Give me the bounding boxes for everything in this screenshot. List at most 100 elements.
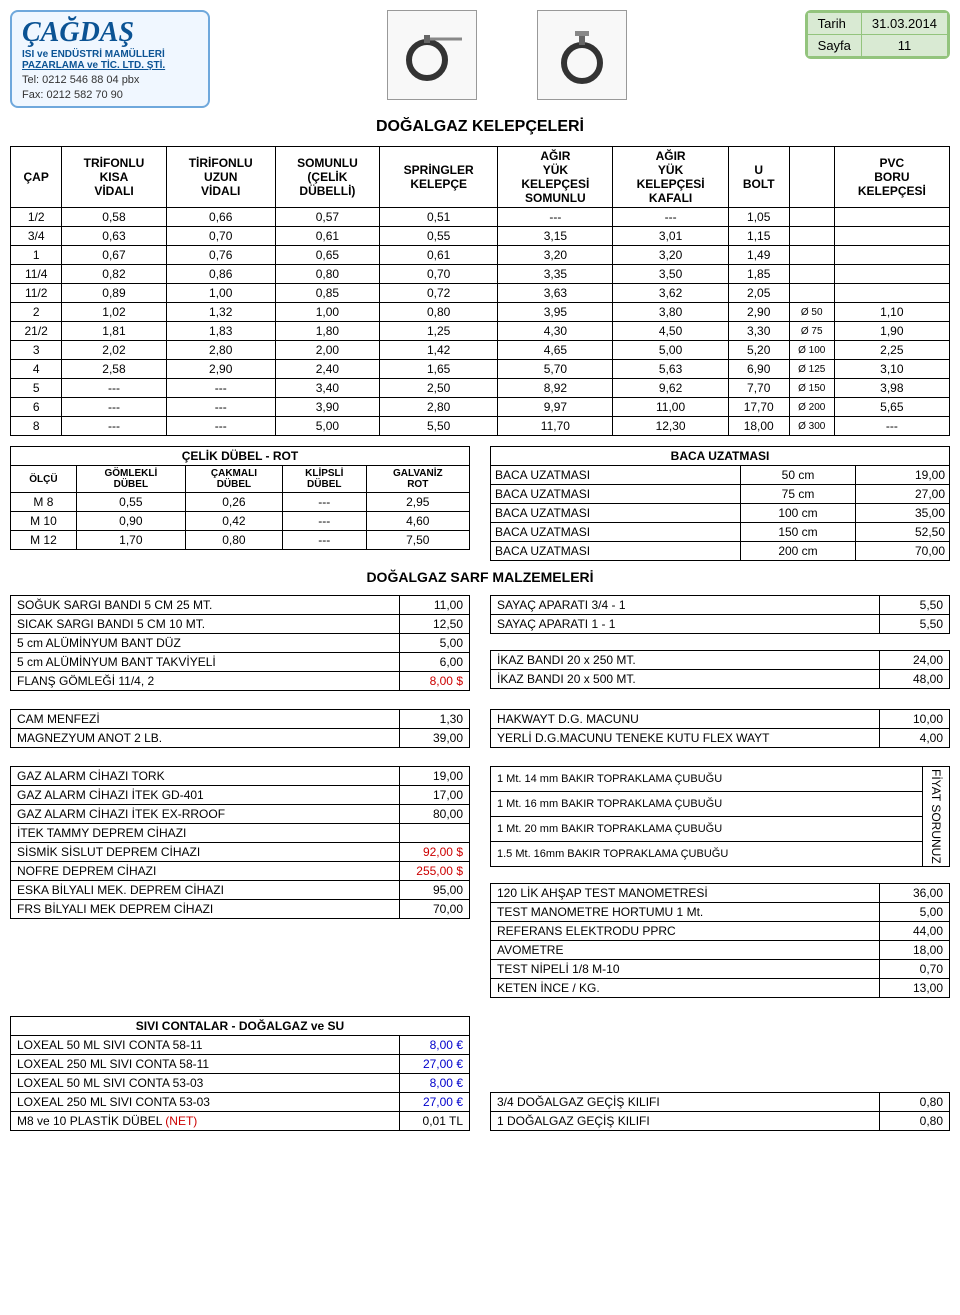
table-cell: 0,90 [76,512,185,531]
table-cell: LOXEAL 250 ML SIVI CONTA 58-11 [11,1054,400,1073]
main-table-header: UBOLT [728,147,789,208]
table-cell: 0,80 [880,1111,950,1130]
table-cell: M 10 [11,512,77,531]
table-cell: Ø 50 [789,303,834,322]
product-image-2 [537,10,627,100]
table-cell: 8,00 € [400,1073,470,1092]
table-cell: 3,95 [498,303,613,322]
table-cell: 44,00 [880,921,950,940]
sayfa-label: Sayfa [807,35,861,57]
table-cell: 5,00 [400,634,470,653]
table-cell: BACA UZATMASI [491,523,741,542]
table-cell: 0,76 [166,246,275,265]
table-cell: İTEK TAMMY DEPREM CİHAZI [11,824,400,843]
table-cell: 255,00 $ [400,862,470,881]
table-cell: ESKA BİLYALI MEK. DEPREM CİHAZI [11,881,400,900]
sivi-contalar-title: SIVI CONTALAR - DOĞALGAZ ve SU [11,1016,470,1035]
table-cell: --- [166,398,275,417]
table-cell: İKAZ BANDI 20 x 250 MT. [491,651,880,670]
table-cell: 0,55 [380,227,498,246]
company-sub2: PAZARLAMA ve TİC. LTD. ŞTİ. [22,60,198,71]
table-cell: 1 Mt. 16 mm BAKIR TOPRAKLAMA ÇUBUĞU [491,791,923,816]
table-cell: 0,63 [62,227,166,246]
celik-dubel-title: ÇELİK DÜBEL - ROT [11,447,470,466]
sarf-right3-table: 1 Mt. 14 mm BAKIR TOPRAKLAMA ÇUBUĞUFİYAT… [490,766,950,867]
celik-dubel-header: GÖMLEKLİDÜBEL [76,466,185,493]
table-cell: 2,80 [166,341,275,360]
table-cell: LOXEAL 50 ML SIVI CONTA 53-03 [11,1073,400,1092]
table-cell: 2,50 [380,379,498,398]
table-cell: Ø 150 [789,379,834,398]
table-cell: 1 DOĞALGAZ GEÇİŞ KILIFI [491,1111,880,1130]
table-cell [834,227,949,246]
table-cell: --- [62,398,166,417]
table-cell: 1,00 [166,284,275,303]
table-cell: 9,62 [613,379,728,398]
table-cell: 1,15 [728,227,789,246]
table-cell: 5,50 [880,596,950,615]
sarf-title: DOĞALGAZ SARF MALZEMELERİ [10,569,950,585]
table-cell: 3,50 [613,265,728,284]
table-cell: --- [613,208,728,227]
table-cell: 5,50 [380,417,498,436]
table-cell: 2,40 [275,360,379,379]
company-fax: Fax: 0212 582 70 90 [22,89,198,101]
table-cell: FRS BİLYALI MEK DEPREM CİHAZI [11,900,400,919]
table-cell: 0,70 [380,265,498,284]
table-cell: 5,00 [613,341,728,360]
table-cell [789,284,834,303]
table-cell: 0,72 [380,284,498,303]
table-cell: 6 [11,398,62,417]
table-cell: 3,98 [834,379,949,398]
table-cell: 1,25 [380,322,498,341]
table-cell: 1,30 [400,710,470,729]
table-cell: 3,01 [613,227,728,246]
table-cell: 19,00 [856,466,950,485]
table-cell: --- [166,417,275,436]
table-cell: 4,50 [613,322,728,341]
table-cell: 8,00 $ [400,672,470,691]
table-cell: --- [166,379,275,398]
main-table-header: PVCBORUKELEPÇESİ [834,147,949,208]
sarf-right1-table: SAYAÇ APARATI 3/4 - 15,50SAYAÇ APARATI 1… [490,595,950,634]
main-table-header: TRİFONLUKISAVİDALI [62,147,166,208]
table-cell: 0,65 [275,246,379,265]
table-cell [834,208,949,227]
table-cell: 2,05 [728,284,789,303]
table-cell [789,246,834,265]
table-cell: 27,00 € [400,1054,470,1073]
page-header: ÇAĞDAŞ ISI ve ENDÜSTRİ MAMÜLLERİ PAZARLA… [10,10,950,108]
table-cell: 1,49 [728,246,789,265]
table-cell: 0,80 [880,1092,950,1111]
table-cell: 0,61 [380,246,498,265]
table-cell: 1,90 [834,322,949,341]
baca-table: BACA UZATMASI BACA UZATMASI50 cm19,00BAC… [490,446,950,561]
celik-dubel-header: ÖLÇÜ [11,466,77,493]
table-cell: SAYAÇ APARATI 3/4 - 1 [491,596,880,615]
table-cell: 11/2 [11,284,62,303]
table-cell: 9,97 [498,398,613,417]
table-cell [834,246,949,265]
table-cell: 24,00 [880,651,950,670]
sarf-right2-table: HAKWAYT D.G. MACUNU10,00YERLİ D.G.MACUNU… [490,709,950,748]
main-table-header: SOMUNLU(ÇELİKDÜBELLİ) [275,147,379,208]
table-cell: 3,20 [613,246,728,265]
table-cell: 0,51 [380,208,498,227]
table-cell: 5 cm ALÜMİNYUM BANT TAKVİYELİ [11,653,400,672]
table-cell: 17,00 [400,786,470,805]
table-cell: 5 [11,379,62,398]
table-cell: 12,30 [613,417,728,436]
table-cell: FLANŞ GÖMLEĞİ 11/4, 2 [11,672,400,691]
date-box: Tarih31.03.2014 Sayfa11 [805,10,950,59]
table-cell: 95,00 [400,881,470,900]
table-cell: 0,80 [275,265,379,284]
celik-dubel-table: ÇELİK DÜBEL - ROT ÖLÇÜGÖMLEKLİDÜBELÇAKMA… [10,446,470,550]
table-cell: 3,62 [613,284,728,303]
table-cell: 0,57 [275,208,379,227]
company-sub1: ISI ve ENDÜSTRİ MAMÜLLERİ [22,49,198,60]
table-cell: 4,60 [366,512,469,531]
table-cell: REFERANS ELEKTRODU PPRC [491,921,880,940]
main-table-header [789,147,834,208]
table-cell: AVOMETRE [491,940,880,959]
table-cell: 0,70 [166,227,275,246]
